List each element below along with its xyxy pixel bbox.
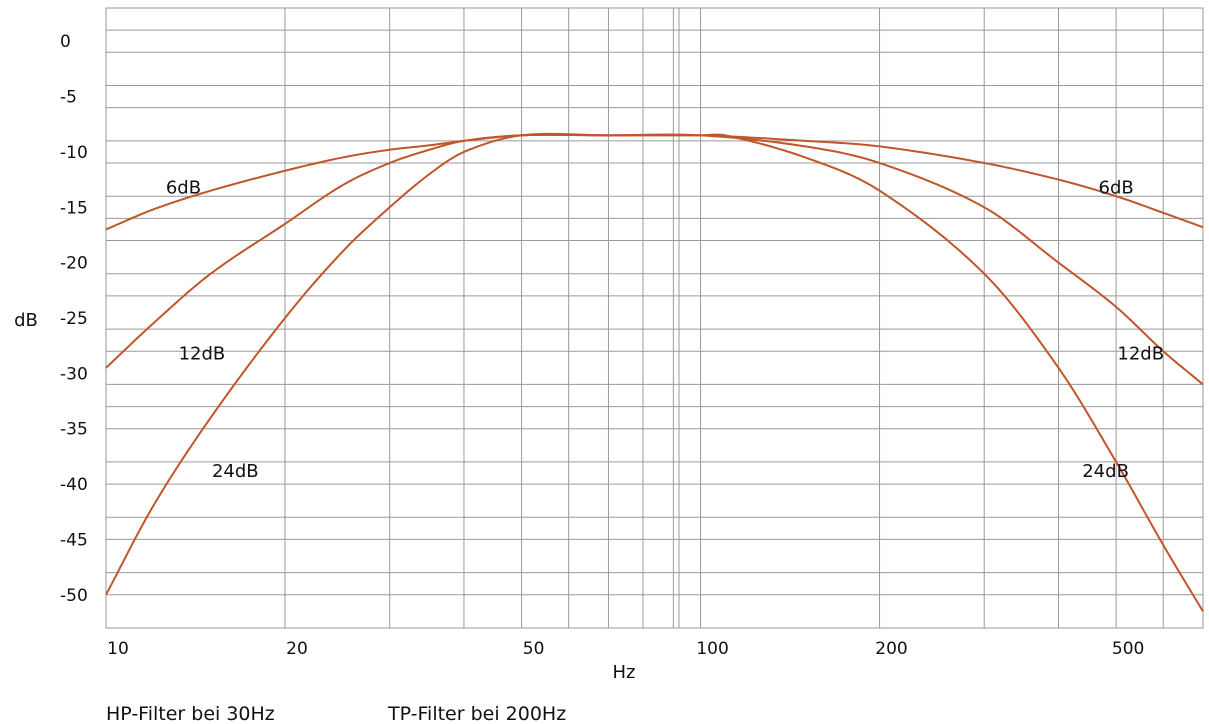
- curves: [105, 132, 1204, 612]
- y-tick-label: -15: [60, 198, 88, 218]
- x-tick-label: 200: [875, 639, 907, 659]
- curve-slope-label: 6dB: [166, 177, 201, 198]
- curve-slope-label: 24dB: [212, 461, 259, 482]
- grid: [105, 7, 1204, 629]
- hp-filter-note: HP-Filter bei 30Hz: [106, 703, 275, 724]
- y-tick-label: -5: [60, 88, 77, 108]
- x-axis-label: Hz: [613, 662, 636, 683]
- curve-slope-label: 6dB: [1099, 177, 1134, 198]
- x-tick-label: 100: [696, 639, 728, 659]
- tp-filter-note: TP-Filter bei 200Hz: [387, 703, 566, 724]
- curve-slope-label: 12dB: [1117, 343, 1164, 364]
- y-tick-label: -40: [60, 475, 88, 495]
- x-tick-label: 20: [286, 639, 308, 659]
- filter-curve: [105, 132, 1204, 612]
- y-tick-label: -30: [60, 364, 88, 384]
- curve-slope-label: 24dB: [1082, 461, 1129, 482]
- x-tick-label: 50: [523, 639, 545, 659]
- y-tick-label: 0: [60, 32, 71, 52]
- y-tick-label: -35: [60, 420, 88, 440]
- plot-frame: [105, 7, 1204, 629]
- y-axis-label: dB: [14, 310, 38, 331]
- y-tick-label: -25: [60, 309, 88, 329]
- x-tick-label: 10: [107, 639, 129, 659]
- y-tick-label: -50: [60, 586, 88, 606]
- y-tick-label: -20: [60, 254, 88, 274]
- filter-curve: [105, 133, 1204, 386]
- x-tick-label: 500: [1112, 639, 1144, 659]
- labels: 0 -5 -10 -15 -20 -25 -30 -35 -40 -45 -50 10 20 50 100 2…: [60, 32, 1164, 659]
- filter-curve: [105, 133, 1204, 231]
- y-tick-label: -45: [60, 530, 88, 550]
- y-tick-label: -10: [60, 143, 88, 163]
- curve-slope-label: 12dB: [179, 343, 226, 364]
